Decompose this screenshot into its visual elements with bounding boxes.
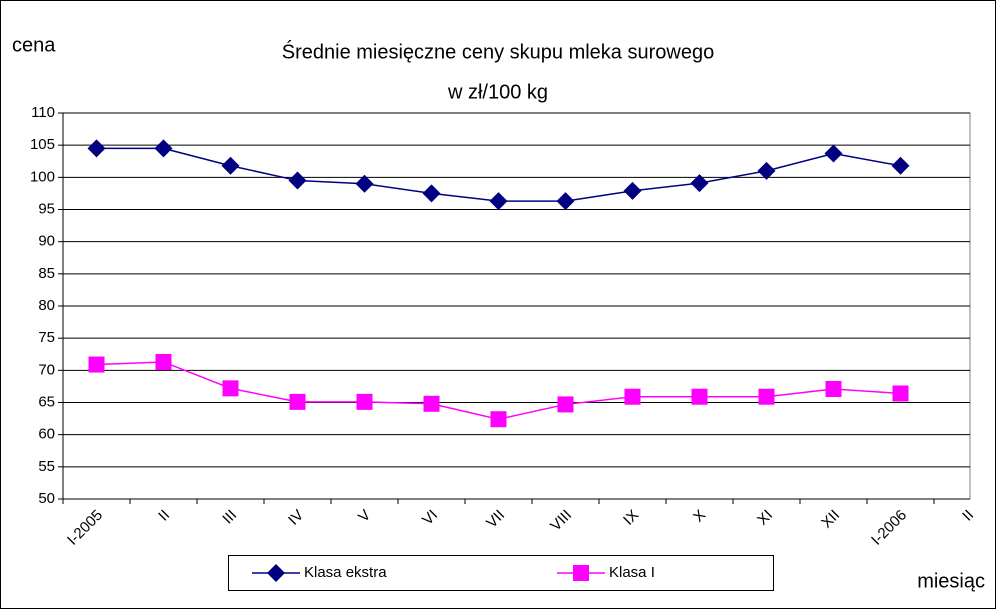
y-tick-label: 95 [38, 200, 55, 217]
y-tick-label: 50 [38, 490, 55, 507]
y-tick-label: 90 [38, 233, 55, 250]
marker [557, 396, 574, 413]
legend-box [228, 555, 774, 591]
marker [423, 395, 440, 412]
y-tick-label: 70 [38, 361, 55, 378]
marker [288, 171, 307, 190]
marker [289, 393, 306, 410]
marker [691, 388, 708, 405]
marker [221, 156, 240, 175]
y-tick-label: 80 [38, 297, 55, 314]
marker [573, 565, 589, 581]
marker [355, 174, 374, 193]
marker [892, 385, 909, 402]
legend-label: Klasa I [609, 564, 655, 581]
marker [825, 380, 842, 397]
y-axis-label: cena [12, 34, 56, 56]
marker [757, 161, 776, 180]
marker [824, 144, 843, 163]
y-tick-label: 55 [38, 458, 55, 475]
marker [624, 388, 641, 405]
y-tick-label: 65 [38, 393, 55, 410]
y-tick-label: 60 [38, 426, 55, 443]
legend-label: Klasa ekstra [304, 564, 387, 581]
y-tick-label: 100 [30, 168, 55, 185]
marker [490, 411, 507, 428]
marker [690, 174, 709, 193]
marker [556, 192, 575, 211]
marker [623, 181, 642, 200]
y-tick-label: 105 [30, 136, 55, 153]
marker [222, 380, 239, 397]
marker [155, 353, 172, 370]
marker [422, 184, 441, 203]
marker [758, 388, 775, 405]
marker [891, 156, 910, 175]
y-tick-label: 85 [38, 265, 55, 282]
marker [154, 139, 173, 158]
chart-title: Średnie miesięczne ceny skupu mleka suro… [282, 39, 714, 63]
chart-subtitle: w zł/100 kg [447, 81, 548, 103]
marker [87, 139, 106, 158]
marker [489, 192, 508, 211]
y-tick-label: 110 [31, 104, 55, 121]
marker [267, 564, 285, 582]
x-axis-label: miesiąc [917, 570, 985, 592]
marker [356, 393, 373, 410]
y-tick-label: 75 [38, 329, 55, 346]
marker [88, 356, 105, 373]
